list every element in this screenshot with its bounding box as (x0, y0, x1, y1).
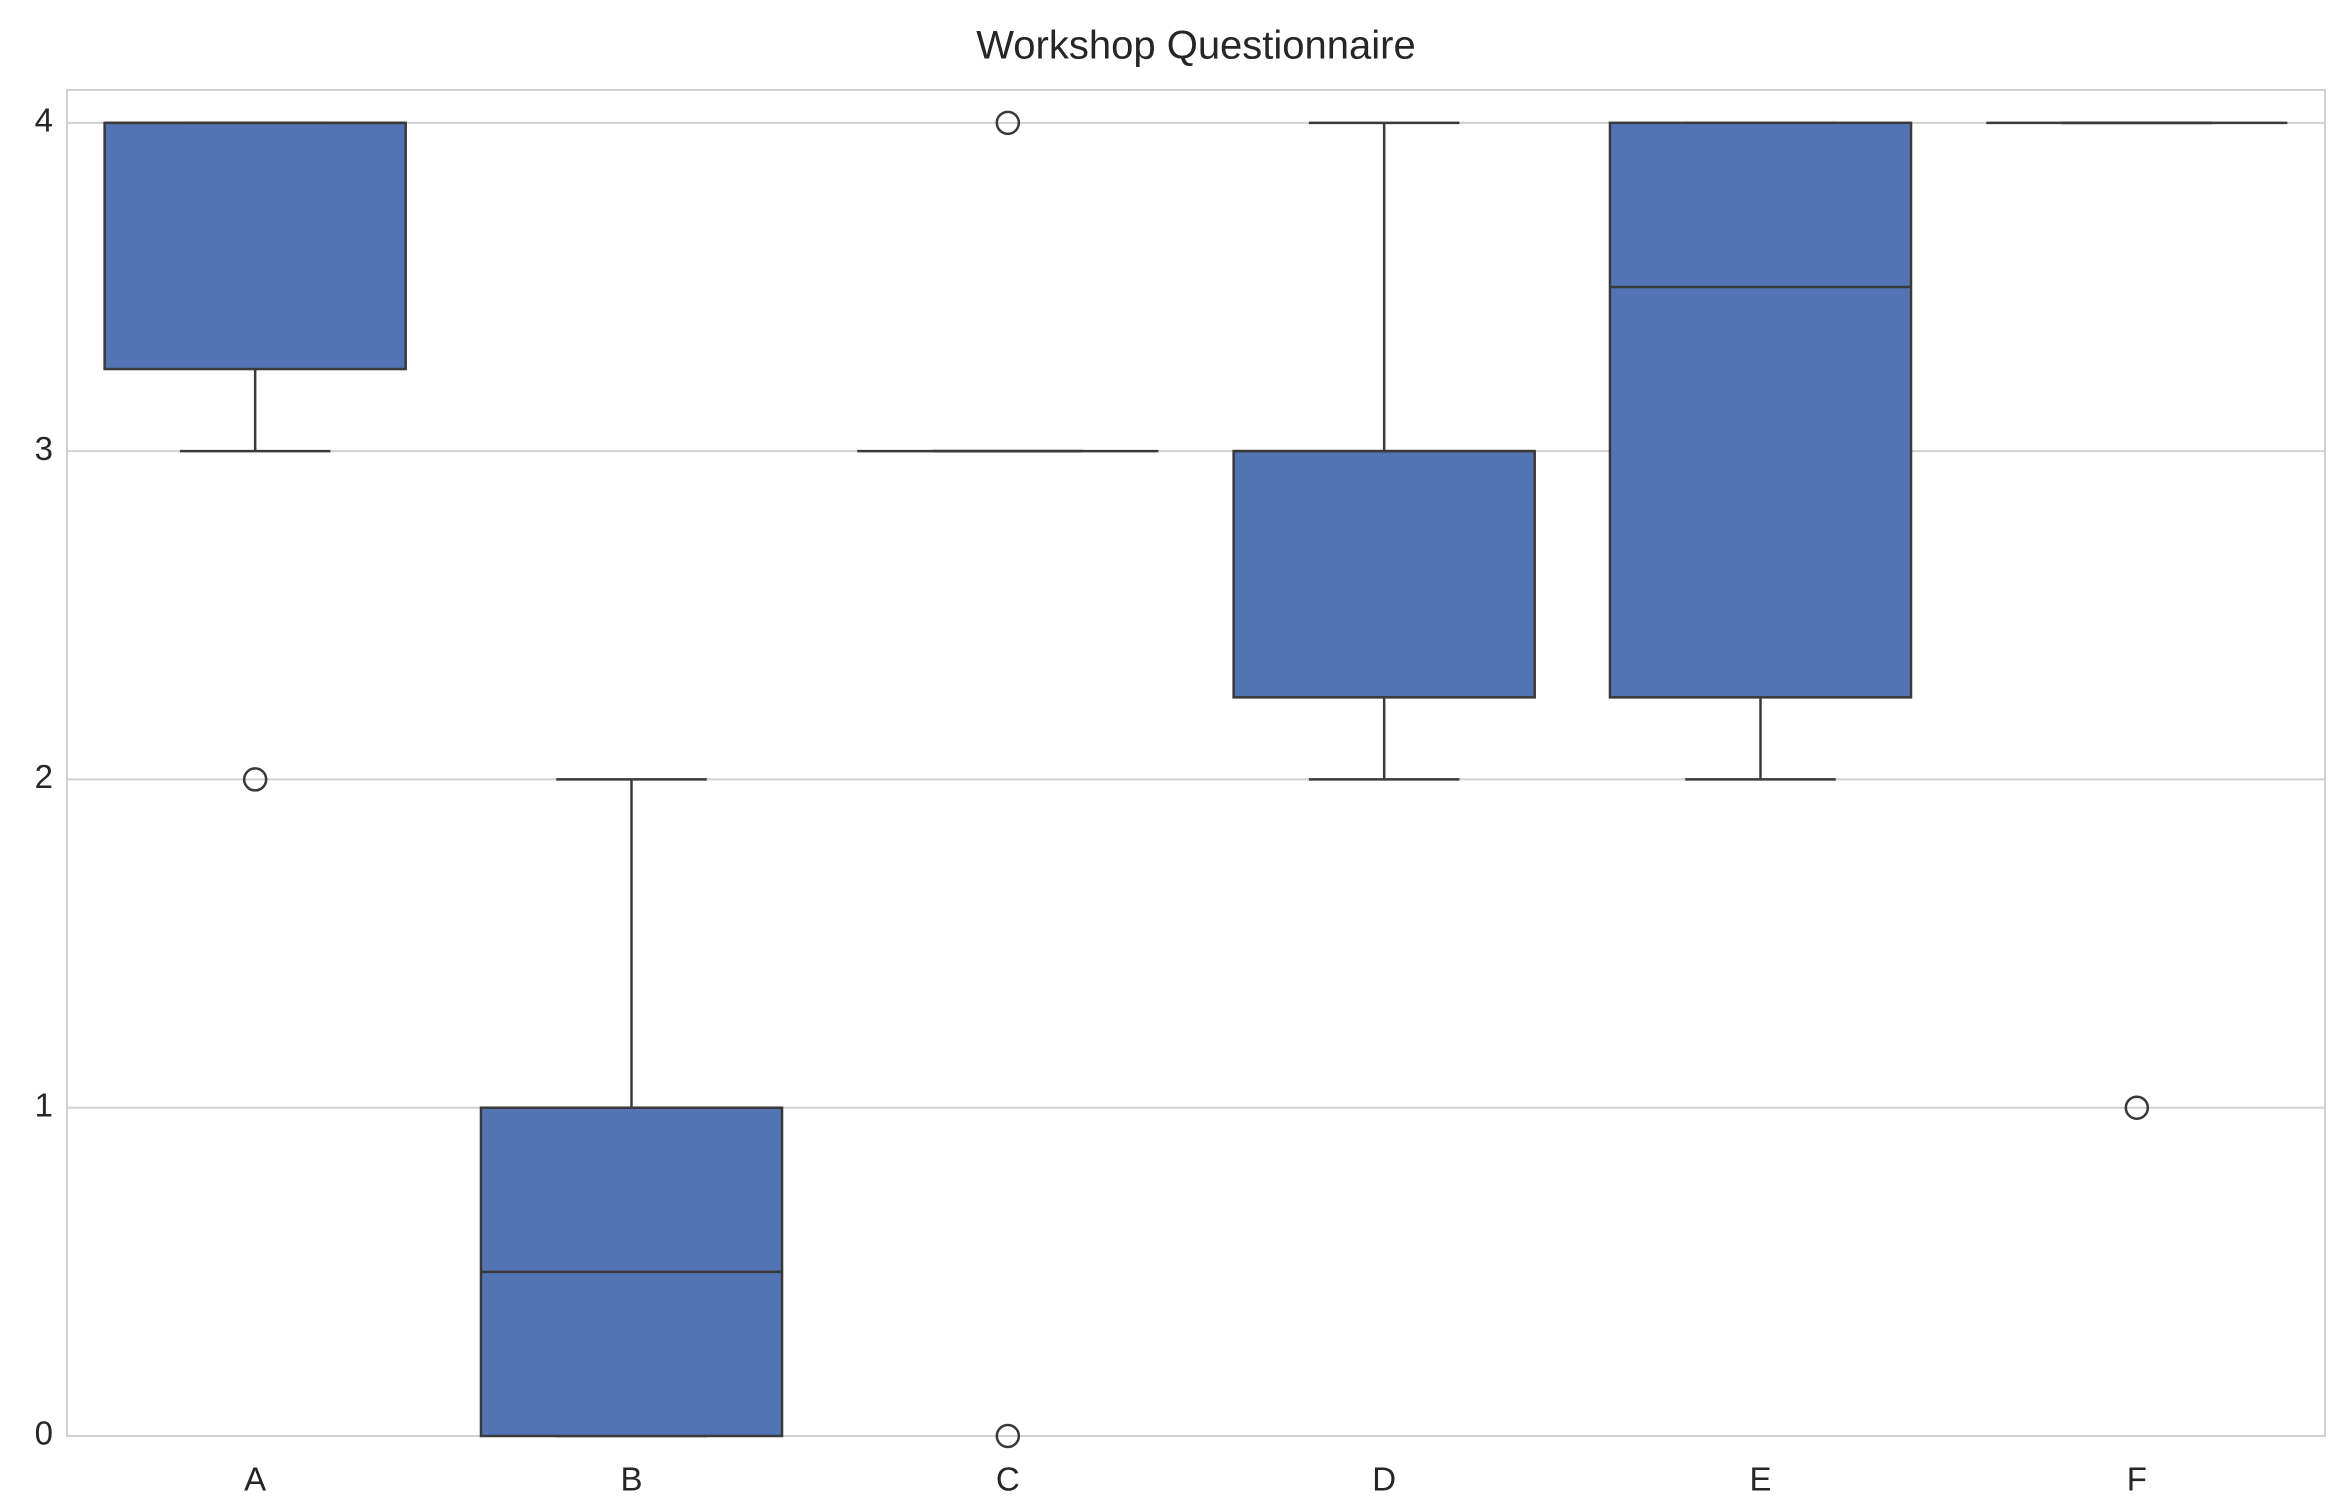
y-tick-label: 1 (35, 1086, 53, 1123)
y-tick-label: 0 (35, 1415, 53, 1452)
x-tick-label: A (244, 1461, 266, 1498)
outlier (995, 1423, 1021, 1449)
outlier (2124, 1095, 2150, 1120)
x-tick-label: D (1372, 1461, 1396, 1498)
y-tick-label: 3 (35, 430, 53, 467)
box (103, 121, 407, 371)
x-tick-label: E (1749, 1461, 1771, 1498)
y-tick-label: 2 (35, 758, 53, 795)
box (1232, 449, 1536, 699)
x-tick-label: B (620, 1461, 642, 1498)
chart-title: Workshop Questionnaire (976, 24, 1416, 68)
x-tick-label: C (996, 1461, 1020, 1498)
x-tick-label: F (2127, 1461, 2147, 1498)
plot-frame (66, 89, 2326, 1437)
outlier (995, 110, 1021, 136)
box (1608, 121, 1913, 699)
y-tick-label: 4 (35, 102, 53, 139)
outlier (242, 767, 268, 792)
